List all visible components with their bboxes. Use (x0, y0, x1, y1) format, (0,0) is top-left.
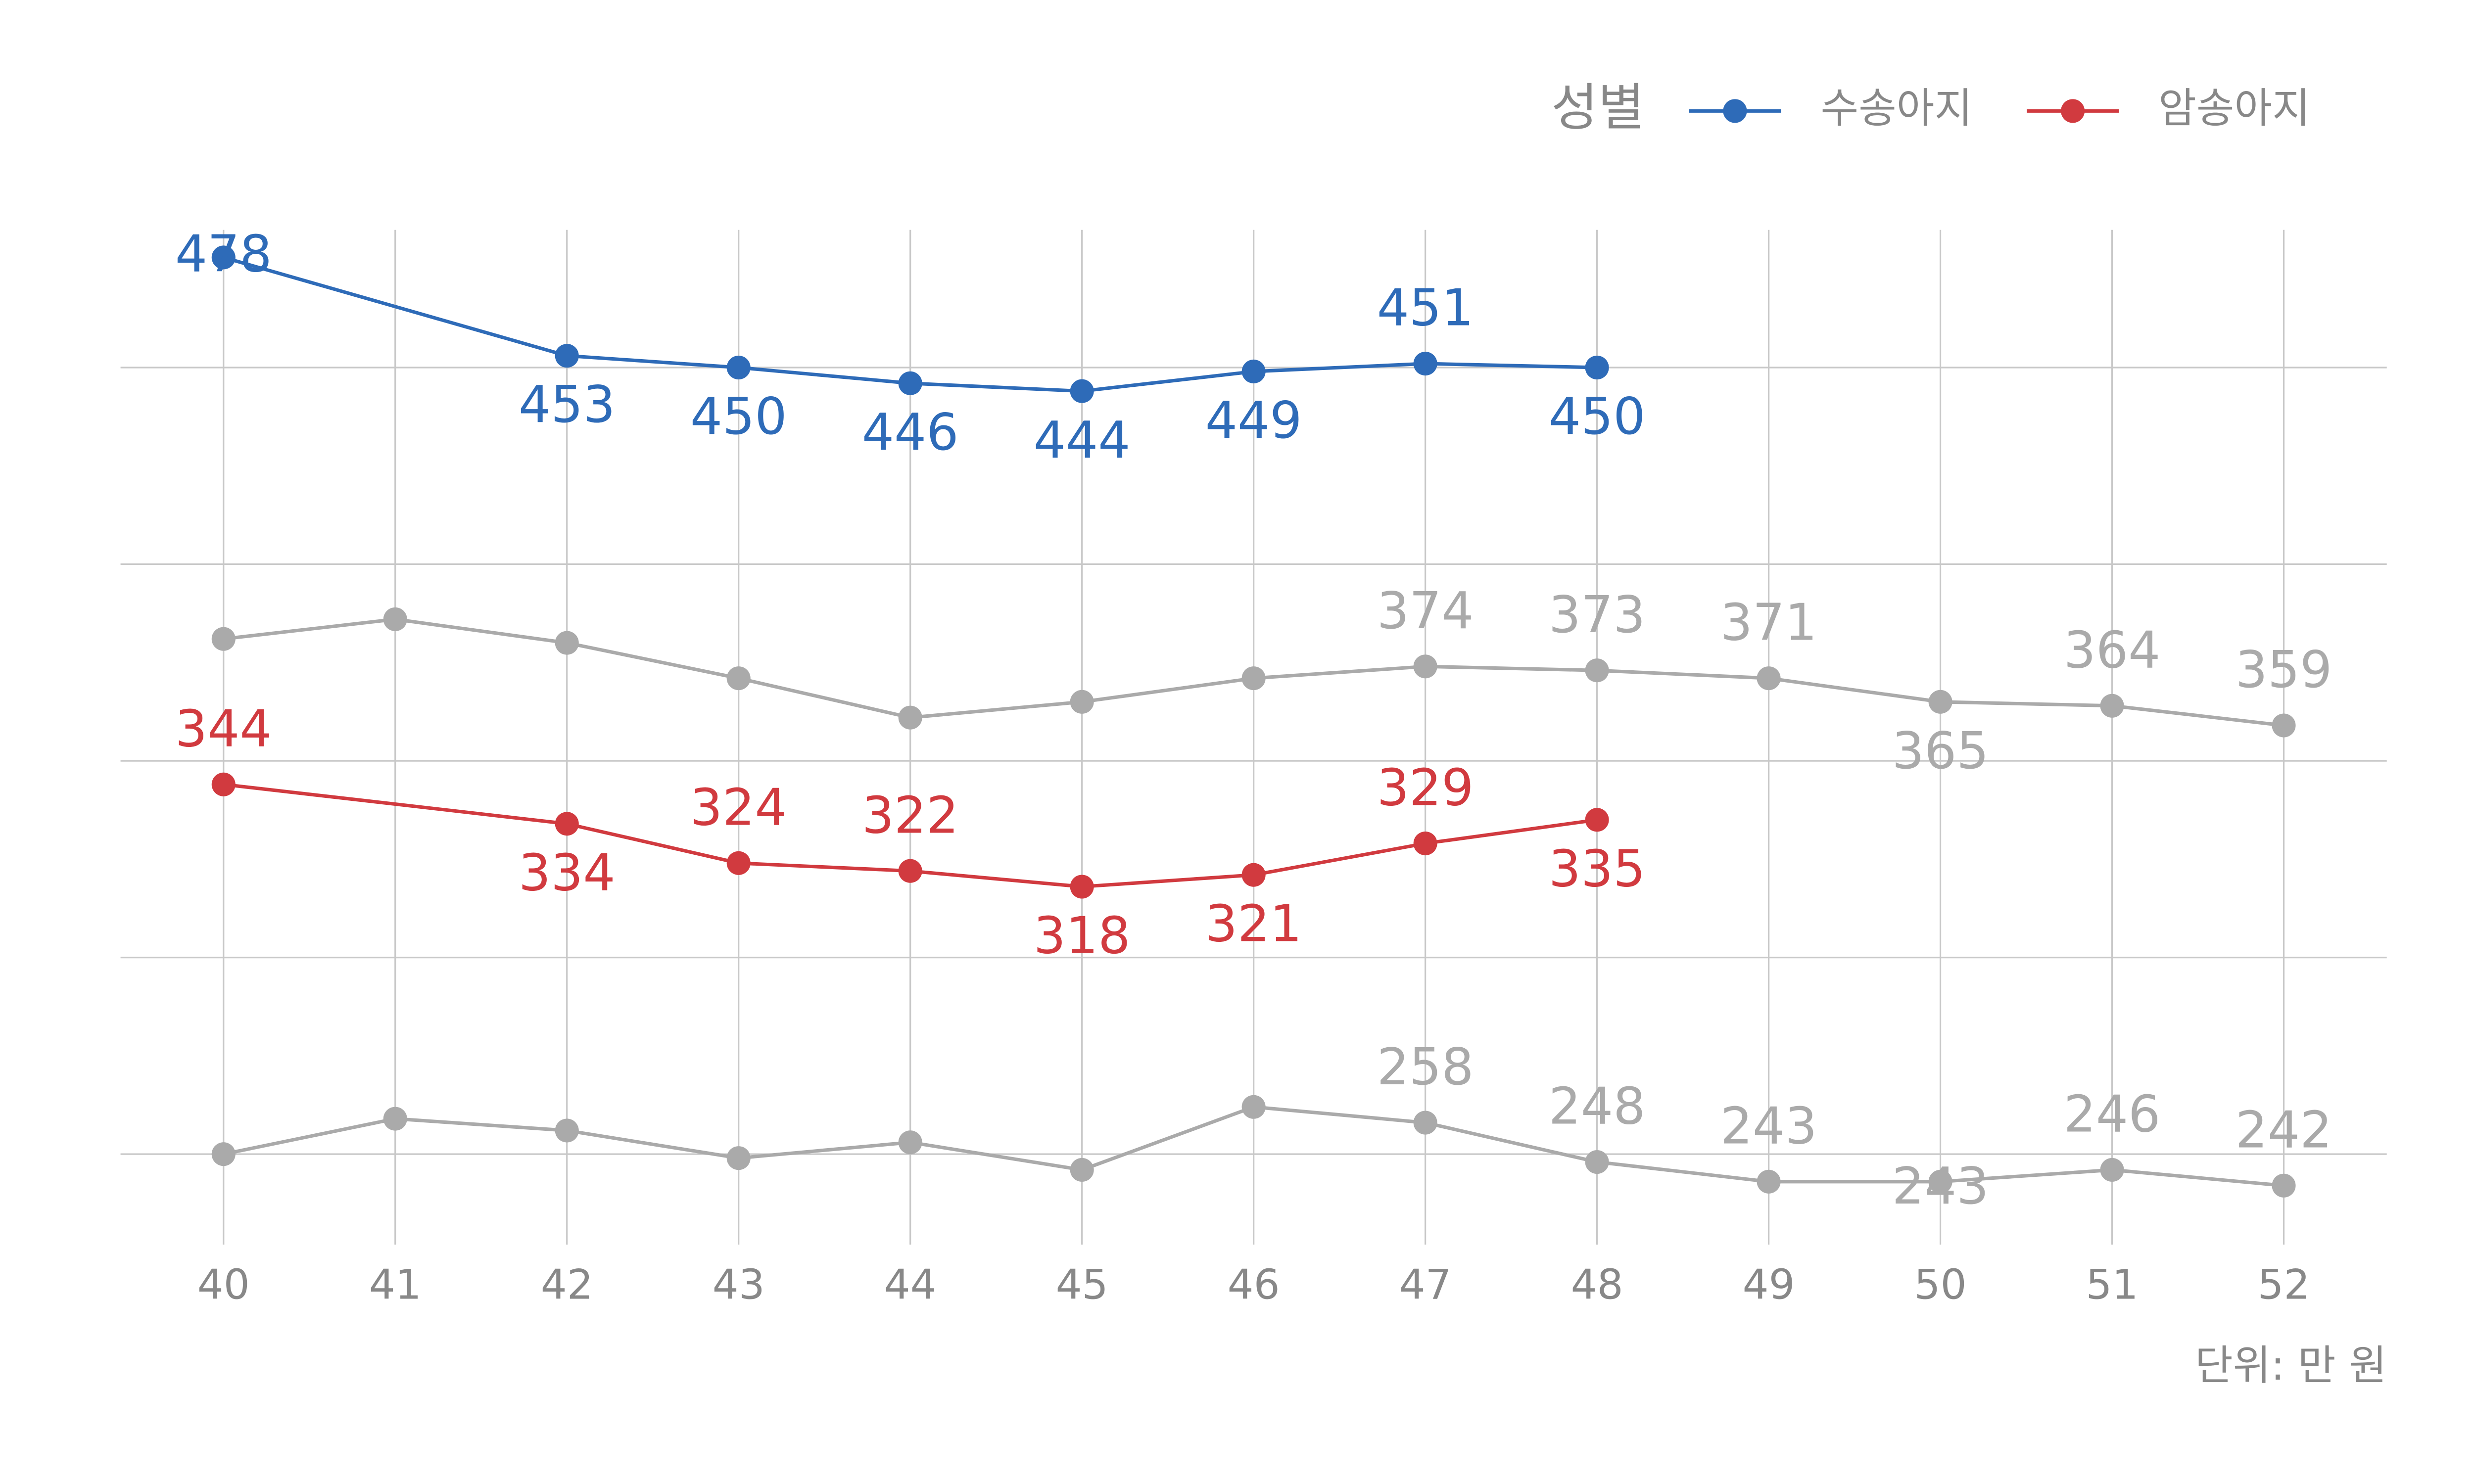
data-point (726, 355, 751, 380)
x-tick-label: 52 (2258, 1261, 2310, 1309)
data-point (1070, 1158, 1094, 1182)
data-point (211, 627, 236, 651)
data-label: 359 (2236, 641, 2332, 699)
data-label: 451 (1377, 279, 1474, 338)
data-label: 324 (690, 778, 787, 837)
data-point (898, 859, 922, 883)
data-point (1070, 690, 1094, 714)
data-label: 364 (2064, 621, 2161, 680)
data-label: 329 (1377, 759, 1474, 818)
legend-label: 수송아지 (1820, 84, 1972, 132)
data-point (2272, 1173, 2296, 1198)
data-point (211, 245, 236, 270)
data-point (1413, 1111, 1437, 1135)
series-line (223, 256, 1597, 393)
data-point (898, 705, 922, 730)
data-point (555, 1118, 579, 1143)
x-tick-label: 50 (1914, 1261, 1967, 1309)
data-label: 374 (1377, 582, 1474, 641)
data-label: 248 (1549, 1077, 1646, 1136)
x-tick-label: 51 (2086, 1261, 2139, 1309)
data-point (1241, 666, 1266, 691)
series-line (223, 783, 1598, 889)
data-point (1241, 863, 1266, 887)
x-tick-label: 46 (1228, 1261, 1280, 1309)
data-label: 450 (690, 387, 787, 446)
data-point (1413, 654, 1437, 679)
data-point (555, 812, 579, 836)
data-label: 318 (1034, 907, 1131, 966)
data-point (211, 772, 236, 796)
data-point (1070, 875, 1094, 899)
data-label: 365 (1892, 722, 1989, 781)
data-label: 258 (1377, 1038, 1474, 1097)
data-label: 321 (1205, 895, 1302, 954)
data-label: 242 (2236, 1101, 2332, 1159)
x-tick-label: 43 (713, 1261, 765, 1309)
data-label: 478 (175, 225, 272, 284)
data-label: 243 (1892, 1157, 1989, 1216)
data-label: 243 (1720, 1097, 1817, 1156)
x-tick-label: 44 (884, 1261, 937, 1309)
data-point (2100, 694, 2124, 718)
data-point (1585, 1150, 1609, 1174)
data-point (555, 631, 579, 655)
x-tick-label: 49 (1743, 1261, 1795, 1309)
data-point (898, 1130, 922, 1155)
data-point (1413, 352, 1437, 376)
data-point (383, 1107, 407, 1131)
data-point (2272, 713, 2296, 738)
data-point (1241, 359, 1266, 384)
data-label: 373 (1549, 586, 1646, 645)
data-point (383, 607, 407, 631)
data-label: 450 (1549, 387, 1646, 446)
legend-title: 성별 (1551, 79, 1645, 138)
caption: 단위: 만 원 (2195, 1342, 2387, 1390)
legend-label: 암송아지 (2158, 84, 2310, 132)
data-label: 444 (1034, 411, 1131, 470)
data-label: 344 (175, 699, 272, 758)
data-point (1928, 1169, 1952, 1194)
data-point (211, 1142, 236, 1166)
x-tick-label: 47 (1399, 1261, 1452, 1309)
data-label: 449 (1205, 391, 1302, 450)
data-label: 246 (2064, 1085, 2161, 1144)
data-label: 371 (1720, 594, 1817, 652)
x-tick-label: 42 (541, 1261, 593, 1309)
data-label: 453 (519, 375, 616, 434)
data-point (1241, 1095, 1266, 1119)
data-point (2100, 1158, 2124, 1182)
data-point (1757, 666, 1781, 691)
legend-marker (1723, 99, 1747, 123)
data-point (1585, 808, 1609, 832)
data-point (726, 851, 751, 875)
data-point (726, 666, 751, 691)
x-tick-label: 41 (369, 1261, 422, 1309)
data-point (1413, 832, 1437, 856)
data-point (1585, 658, 1609, 683)
data-point (555, 344, 579, 368)
data-label: 334 (519, 843, 616, 902)
legend-marker (2061, 99, 2085, 123)
data-point (898, 371, 922, 395)
data-label: 322 (862, 786, 959, 845)
x-tick-label: 40 (197, 1261, 250, 1309)
data-point (726, 1146, 751, 1170)
data-point (1585, 355, 1609, 380)
data-point (1928, 690, 1952, 714)
data-label: 335 (1549, 839, 1646, 898)
data-point (1070, 379, 1094, 403)
x-tick-label: 45 (1056, 1261, 1108, 1309)
data-point (1757, 1169, 1781, 1194)
data-label: 446 (862, 403, 959, 462)
x-tick-label: 48 (1571, 1261, 1623, 1309)
